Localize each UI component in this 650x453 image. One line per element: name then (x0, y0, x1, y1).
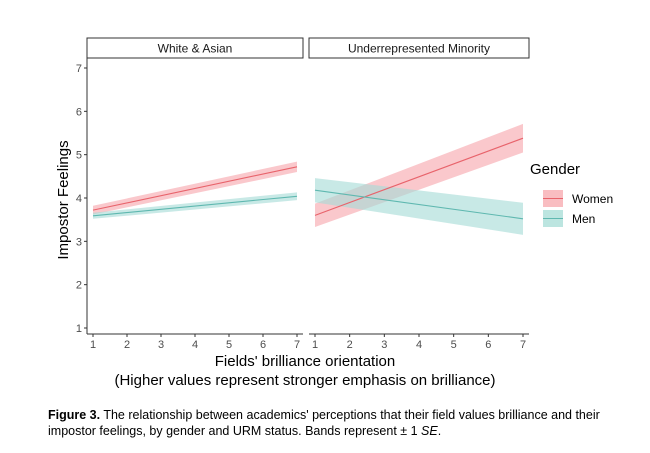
facet-panel: White & Asian 1 2 3 4 5 6 7 (86, 37, 304, 351)
caption-label: Figure 3. (48, 408, 101, 422)
facet-strip-label: White & Asian (158, 42, 233, 56)
y-tick-label: 1 (76, 323, 82, 335)
x-tick-label: 2 (124, 339, 130, 351)
facet-strip (86, 37, 304, 59)
caption-end: . (437, 424, 442, 438)
facet-strip (308, 37, 530, 59)
x-tick-label: 4 (416, 339, 422, 351)
x-tick-label: 5 (451, 339, 457, 351)
y-tick-label: 4 (76, 193, 82, 205)
se-band-men (315, 178, 523, 235)
caption-se: SE (421, 424, 438, 438)
legend-label-women: Women (572, 192, 613, 206)
x-tick-label: 7 (520, 339, 526, 351)
y-axis: 1 2 3 4 5 6 7 (76, 58, 88, 335)
legend-title: Gender (530, 161, 580, 178)
series-line-men (314, 189, 524, 220)
legend: Gender Women Men (530, 161, 613, 227)
x-tick-label: 4 (192, 339, 198, 351)
y-axis-title: Impostor Feelings (55, 140, 72, 259)
series-line-women (92, 166, 298, 211)
x-tick-label: 5 (226, 339, 232, 351)
x-tick-label: 1 (90, 339, 96, 351)
x-tick-label: 7 (294, 339, 300, 351)
x-tick-label: 6 (485, 339, 491, 351)
x-axis-title: Fields' brilliance orientation (215, 353, 395, 370)
x-tick-label: 1 (312, 339, 318, 351)
y-tick-label: 7 (76, 63, 82, 75)
series-line-women (314, 137, 524, 216)
x-tick-label: 3 (381, 339, 387, 351)
x-tick-label: 6 (260, 339, 266, 351)
facet-strip-label: Underrepresented Minority (348, 42, 490, 56)
x-axis-subtitle: (Higher values represent stronger emphas… (114, 372, 495, 389)
y-tick-label: 5 (76, 150, 82, 162)
caption-text: The relationship between academics' perc… (48, 408, 600, 438)
facet-panel: Underrepresented Minority 1 2 3 4 5 6 7 (308, 37, 530, 351)
series-line-men (92, 195, 298, 217)
y-tick-label: 2 (76, 280, 82, 292)
legend-label-men: Men (572, 212, 595, 226)
figure-caption: Figure 3. The relationship between acade… (48, 407, 638, 439)
x-tick-label: 2 (347, 339, 353, 351)
y-tick-label: 3 (76, 236, 82, 248)
x-tick-label: 3 (158, 339, 164, 351)
y-tick-label: 6 (76, 106, 82, 118)
